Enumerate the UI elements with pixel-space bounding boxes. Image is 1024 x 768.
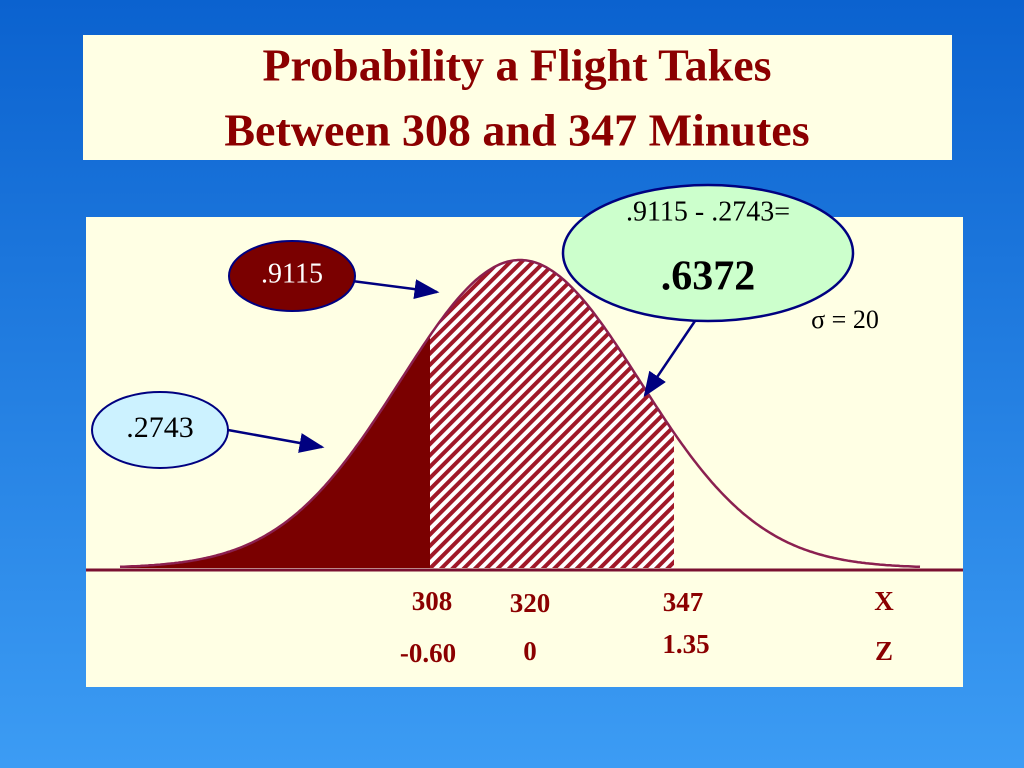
callout-bubble bbox=[228, 240, 356, 312]
lower-area bbox=[120, 335, 430, 568]
callout-text: .9115 bbox=[261, 258, 323, 289]
callout-result: .6372 bbox=[661, 254, 756, 300]
arrow bbox=[643, 317, 699, 398]
z-value: -0.60 bbox=[400, 638, 456, 668]
middle-area bbox=[430, 260, 674, 568]
arrow bbox=[351, 279, 440, 300]
title-box bbox=[83, 35, 952, 160]
callout-bubble bbox=[561, 183, 855, 323]
callout-text: .2743 bbox=[126, 411, 194, 444]
title-line: Probability a Flight Takes bbox=[262, 40, 771, 91]
sigma-label: σ = 20 bbox=[811, 305, 879, 334]
arrow bbox=[227, 428, 325, 453]
curve-group bbox=[119, 258, 921, 569]
callout-text: .9115 - .2743= bbox=[626, 196, 790, 227]
title-line: Between 308 and 347 Minutes bbox=[224, 105, 809, 156]
z-label: Z bbox=[875, 636, 893, 666]
z-value: 1.35 bbox=[662, 629, 709, 659]
normal-curve bbox=[119, 258, 921, 569]
x-value: 308 bbox=[412, 586, 453, 616]
x-value: 320 bbox=[510, 588, 551, 618]
x-label: X bbox=[874, 586, 894, 616]
x-value: 347 bbox=[663, 587, 704, 617]
z-value: 0 bbox=[523, 636, 537, 666]
callout-bubble bbox=[91, 391, 229, 469]
